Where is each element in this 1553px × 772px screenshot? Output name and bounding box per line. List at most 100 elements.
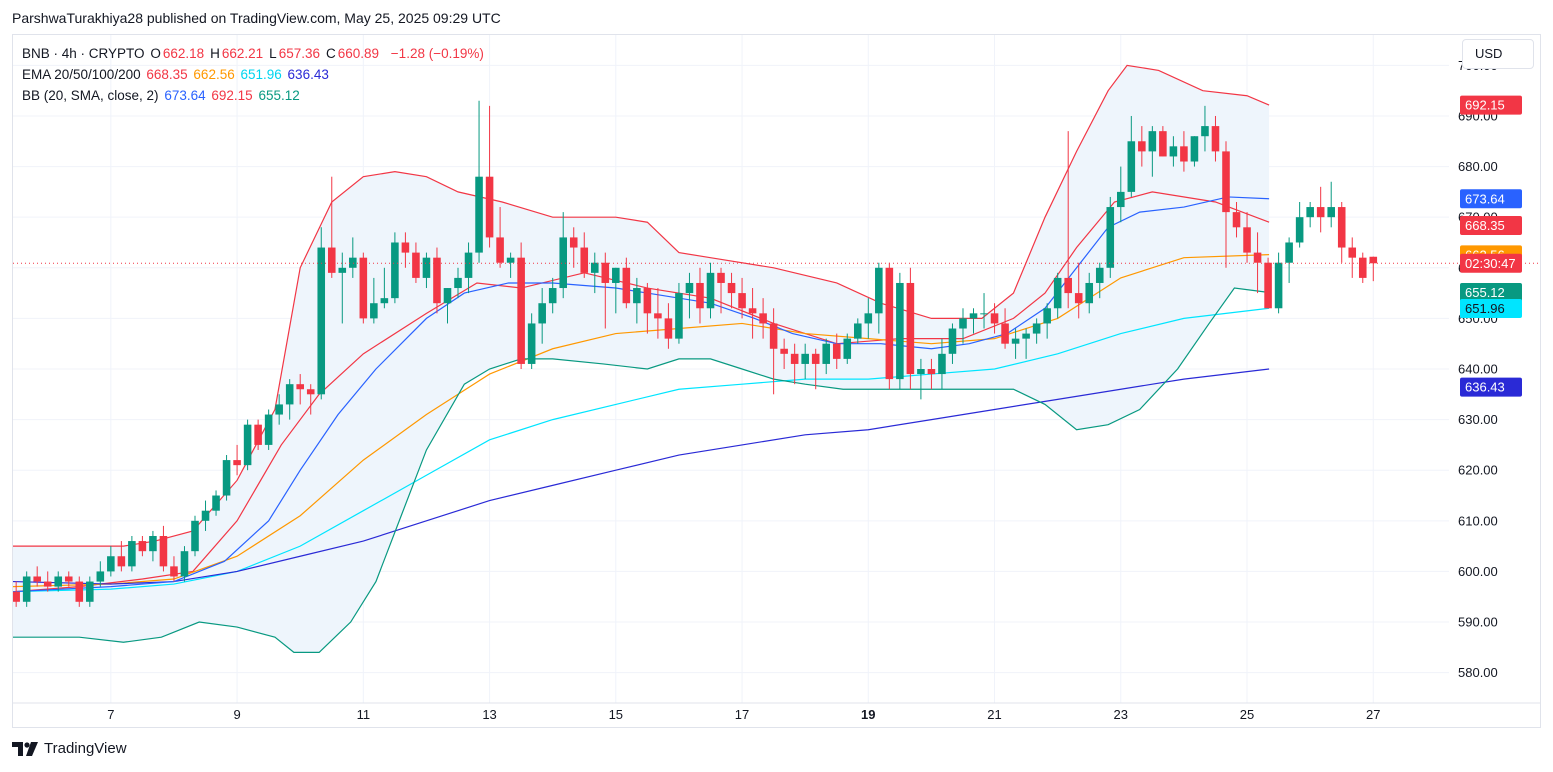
legend-ema-label[interactable]: EMA 20/50/100/200 <box>22 67 141 82</box>
candle-body <box>1148 131 1157 152</box>
candle-body <box>590 262 599 273</box>
candle-body <box>654 313 662 319</box>
candle-body <box>401 242 410 253</box>
candle <box>612 267 620 314</box>
candle-body <box>1011 338 1020 344</box>
candle-body <box>675 293 683 339</box>
candle <box>117 541 126 572</box>
candle-body <box>1337 207 1346 248</box>
candle-body <box>959 318 967 329</box>
time-axis-label: 11 <box>357 707 371 722</box>
candle-body <box>128 541 136 567</box>
price-tag: 655.12 <box>1460 282 1522 302</box>
candle <box>13 581 20 607</box>
candle <box>896 272 904 390</box>
tradingview-logo-icon <box>12 741 38 756</box>
candle-body <box>506 257 515 263</box>
candle-body <box>264 414 273 445</box>
legend-ohlc-value: 662.21 <box>221 46 264 61</box>
candle-body <box>1369 256 1378 264</box>
price-chart[interactable]: 580.00 590.00 600.00 610.00 620.00 630.00 640.… <box>13 35 1540 727</box>
candle <box>1274 252 1283 314</box>
candle-body <box>22 576 31 602</box>
candle-body <box>1201 126 1209 137</box>
candle <box>1148 126 1157 177</box>
candle-body <box>832 343 841 359</box>
candle-body <box>138 541 147 552</box>
candle-body <box>1295 217 1304 243</box>
candle-body <box>696 282 704 309</box>
candle-body <box>1117 191 1125 208</box>
time-axis-label: 7 <box>107 707 114 722</box>
legend-symbol[interactable]: BNB · 4h · CRYPTO <box>22 46 145 61</box>
price-tag-label: 655.12 <box>1465 285 1505 300</box>
candle-body <box>433 257 441 304</box>
candle-body <box>948 328 957 354</box>
candle <box>22 571 31 607</box>
price-tag-background <box>1460 95 1522 115</box>
candle <box>43 571 52 592</box>
price-axis-label: 600.00 <box>1458 564 1498 579</box>
price-tag-label: 673.64 <box>1465 191 1505 206</box>
legend-bb-lower-value: 655.12 <box>258 88 300 103</box>
candle <box>1180 131 1188 172</box>
price-tag-background <box>1460 377 1522 397</box>
candle-body <box>980 313 988 315</box>
candle-body <box>1253 252 1262 263</box>
candle <box>454 267 462 299</box>
candle <box>1348 237 1357 278</box>
candle <box>643 282 652 334</box>
candle-body <box>54 576 63 587</box>
candle <box>233 444 241 476</box>
legend-ema100-value: 651.96 <box>240 67 282 82</box>
time-axis-label: 25 <box>1240 707 1254 722</box>
price-axis-label: 640.00 <box>1458 362 1498 377</box>
candle <box>149 530 157 562</box>
candle <box>138 536 147 557</box>
candle-body <box>349 257 357 268</box>
candle <box>222 455 231 501</box>
candle <box>327 176 336 278</box>
candle-body <box>1358 257 1367 278</box>
time-axis-label: 17 <box>735 707 749 722</box>
candle <box>64 571 73 587</box>
candle <box>464 242 473 294</box>
candle-body <box>1285 242 1293 263</box>
candle-body <box>643 288 652 314</box>
candle-body <box>296 384 304 390</box>
price-axis: 580.00 590.00 600.00 610.00 620.00 630.00 640.… <box>1458 58 1498 680</box>
candle-body <box>601 262 610 283</box>
legend-ohlc-key: C <box>325 46 336 61</box>
candle <box>380 267 389 309</box>
candle <box>180 546 189 582</box>
currency-button[interactable]: USD <box>1462 39 1534 69</box>
candle-body <box>790 353 799 364</box>
candle <box>1190 136 1199 167</box>
candle-body <box>475 176 483 253</box>
tradingview-brand[interactable]: TradingView <box>12 740 127 757</box>
candle <box>1011 328 1020 359</box>
candle-body <box>43 581 52 587</box>
price-tag-background <box>1460 189 1522 209</box>
candle <box>33 566 41 587</box>
series-line-bb-lower <box>13 287 1270 653</box>
candle <box>1369 256 1378 282</box>
legend-ohlc-key: O <box>150 46 161 61</box>
candle-body <box>1001 323 1009 344</box>
tradingview-label: TradingView <box>44 740 127 757</box>
candle <box>1295 202 1304 248</box>
candle-body <box>1232 212 1241 228</box>
legend-bb-label[interactable]: BB (20, SMA, close, 2) <box>22 88 159 103</box>
candle <box>664 303 673 349</box>
candle <box>959 308 967 344</box>
series-line-ema-100 <box>13 307 1270 593</box>
time-axis-label: 9 <box>233 707 240 722</box>
candle-body <box>422 257 431 278</box>
candle-body <box>717 272 725 283</box>
candle <box>1022 328 1030 359</box>
time-axis-label: 19 <box>861 707 875 722</box>
candle-body <box>517 257 525 364</box>
candle-body <box>917 369 925 375</box>
legend-ohlc-value: 660.89 <box>337 46 380 61</box>
candle-body <box>527 323 536 364</box>
